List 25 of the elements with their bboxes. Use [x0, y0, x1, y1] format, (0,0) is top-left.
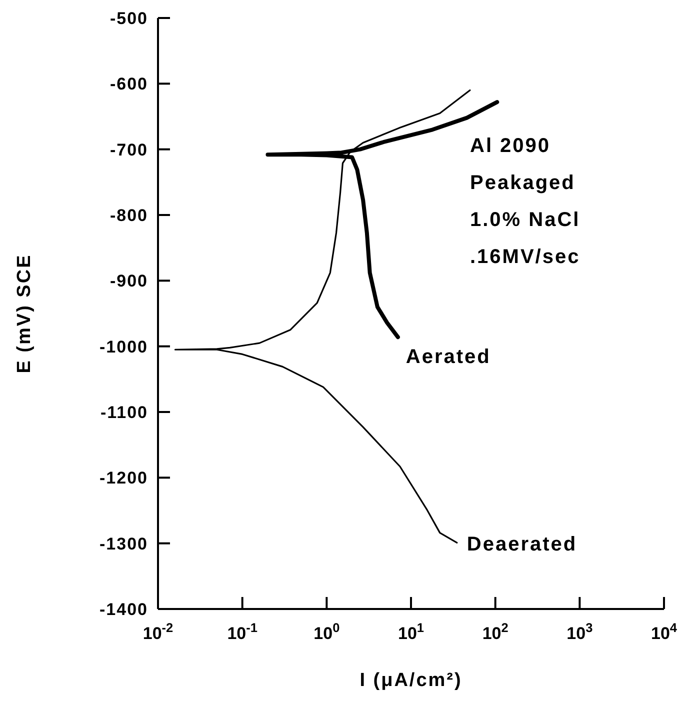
x-tick-label: 10$^{-2}$: [142, 620, 174, 643]
y-tick-label: -600: [110, 74, 148, 94]
series-label: Deaerated: [466, 534, 578, 556]
x-tick-label: 10$^{4}$: [650, 620, 678, 643]
y-tick-label: -1100: [100, 403, 148, 422]
y-tick-label: -800: [110, 206, 148, 225]
annotation: Al 2090: [470, 134, 552, 159]
y-tick-label: -1400: [100, 600, 148, 619]
y-tick-label: -1000: [100, 337, 148, 356]
x-tick-label: 10$^{0}$: [314, 620, 340, 643]
annotation: 1.0% NaCl: [470, 208, 580, 233]
x-tick-label: 10$^{-1}$: [227, 620, 258, 643]
y-tick-label: -1300: [100, 534, 148, 554]
x-tick-label: 10$^{3}$: [566, 620, 593, 643]
y-tick-label: -900: [110, 272, 148, 291]
y-tick-label: -700: [110, 140, 148, 160]
y-tick-label: -500: [110, 9, 148, 28]
x-tick-label: 10$^{1}$: [398, 620, 424, 643]
x-axis-title: I (μA/cm²): [360, 670, 462, 691]
annotation: .16MV/sec: [470, 245, 580, 270]
y-tick-label: -1200: [100, 468, 148, 488]
x-tick-label: 10$^{2}$: [482, 620, 508, 643]
series-label: Aerated: [406, 346, 491, 368]
y-axis-title: E (mV) SCE: [14, 254, 35, 374]
annotation: Peakaged: [470, 171, 576, 196]
